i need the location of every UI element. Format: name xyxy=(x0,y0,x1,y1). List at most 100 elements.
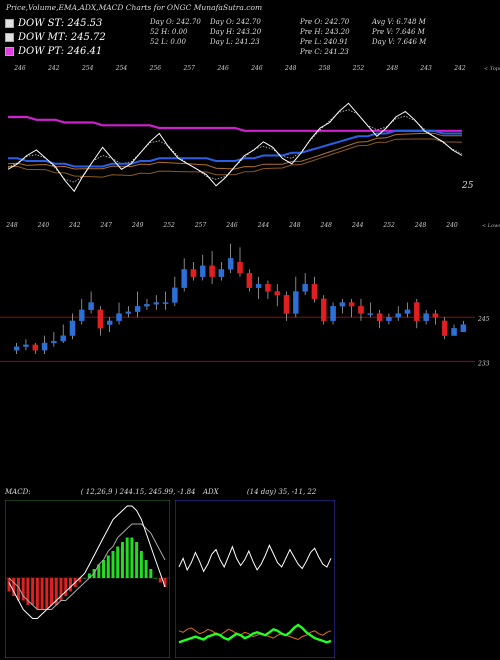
candle-body xyxy=(451,328,457,336)
stat-pre-high: Pre H: 243.20 xyxy=(300,28,350,36)
candle-body xyxy=(23,344,29,347)
adx-line xyxy=(178,623,332,644)
candle-body xyxy=(237,261,243,274)
macd-histogram-bar xyxy=(116,546,120,578)
legend-dow-st: DOW ST: 245.53 xyxy=(5,18,102,29)
macd-histogram-bar xyxy=(135,542,139,578)
candle-body xyxy=(339,302,346,307)
ema-top-tick-label: 252 xyxy=(352,65,365,72)
ema-top-tick-label: 243 xyxy=(419,65,432,72)
stat-day-open: Day O: 242.70 xyxy=(150,18,201,26)
candle-top-tick-label: 240 xyxy=(445,222,458,229)
macd-label: MACD: xyxy=(5,488,31,496)
candle-body xyxy=(293,291,299,314)
stat-52-high: 52 H: 0.00 xyxy=(150,28,188,36)
candle-body xyxy=(227,258,234,270)
candle-top-tick-label: 249 xyxy=(131,222,144,229)
macd-histogram-bar xyxy=(68,578,72,592)
macd-histogram-bar xyxy=(26,578,30,605)
macd-marks xyxy=(5,505,170,619)
candle-body xyxy=(432,313,439,318)
candle-body xyxy=(218,269,225,277)
adx-minus-di-line xyxy=(178,627,332,641)
candle-right-note: < Lows xyxy=(482,223,500,229)
legend-dow-mt: DOW MT: 245.72 xyxy=(5,32,106,43)
candle-body xyxy=(358,306,364,314)
macd-histogram-bar xyxy=(158,578,162,583)
adx-frame xyxy=(175,500,335,658)
candle-top-tick-label: 248 xyxy=(288,222,301,229)
ema-side-label: 25 xyxy=(461,181,474,191)
macd-histogram-bar xyxy=(54,578,58,605)
ema-top-tick-label: 258 xyxy=(318,65,331,72)
candle-body xyxy=(51,340,57,344)
ema-right-note: < Tops xyxy=(484,66,500,72)
candle-panel: 245 233 248 240 242 247 249 252 257 246 244 248 248 2… xyxy=(0,222,500,367)
candle-body xyxy=(181,269,187,288)
macd-histogram-bar xyxy=(21,578,25,601)
candle-body xyxy=(386,317,392,322)
ema-top-tick-label: 246 xyxy=(216,65,229,72)
ema-top-tick-label: 256 xyxy=(149,65,162,72)
ema-line-dotted xyxy=(7,109,463,183)
macd-signal-line xyxy=(8,523,166,610)
legend-label-pt: DOW PT: 246.41 xyxy=(18,46,103,57)
stat-day-open-dup: Day O: 242.70 xyxy=(210,18,261,26)
candle-body xyxy=(13,346,20,351)
candle-body xyxy=(190,269,197,277)
candle-body xyxy=(246,272,253,288)
candle-body xyxy=(348,302,355,307)
ema-top-tick-label: 242 xyxy=(453,65,466,72)
macd-histogram-bar xyxy=(139,551,143,578)
ema-top-tick-label: 257 xyxy=(183,65,196,72)
candle-body xyxy=(60,335,66,342)
macd-histogram-bar xyxy=(120,542,124,578)
stat-pre-vol: Pre V: 7.646 M xyxy=(372,28,425,36)
ema-line-blue xyxy=(8,129,462,168)
stat-day-low-dup: Day L: 241.23 xyxy=(210,38,260,46)
candle-top-tick-label: 252 xyxy=(162,222,175,229)
stat-pre-close: Pre C: 241.23 xyxy=(300,48,349,56)
adx-values: (14 day) 35, -11, 22 xyxy=(246,488,317,496)
macd-histogram-bar xyxy=(154,578,158,579)
adx-plus-di-line xyxy=(178,544,332,573)
macd-histogram-bar xyxy=(40,578,44,610)
candle-body xyxy=(376,313,383,322)
candle-body xyxy=(255,283,262,288)
candle-body xyxy=(200,265,206,277)
candle-body xyxy=(330,306,336,322)
macd-histogram-bar xyxy=(59,578,63,601)
macd-histogram-bar xyxy=(125,537,129,578)
candle-body xyxy=(414,302,420,322)
legend-swatch-mt xyxy=(5,33,14,42)
stat-pre-low: Pre L: 240.91 xyxy=(300,38,349,46)
adx-marks xyxy=(178,544,332,644)
candle-top-tick-label: 242 xyxy=(68,222,81,229)
macd-histogram-bar xyxy=(7,578,11,592)
stat-day-vol: Day V: 7.646 M xyxy=(372,38,427,46)
candle-top-tick-label: 248 xyxy=(414,222,427,229)
ema-top-tick-label: 254 xyxy=(115,65,128,72)
candle-body xyxy=(423,313,429,322)
candle-body xyxy=(97,309,104,329)
candle-body xyxy=(41,342,48,351)
level-label: 233 xyxy=(477,360,490,367)
candle-top-tick-label: 244 xyxy=(351,222,364,229)
legend-label-mt: DOW MT: 245.72 xyxy=(18,32,106,43)
ema-top-tick-label: 246 xyxy=(13,65,26,72)
candle-body xyxy=(209,265,215,277)
candle-top-tick-label: 252 xyxy=(382,222,395,229)
candle-body xyxy=(460,324,467,333)
ema-panel: 246 242 254 254 256 257 246 246 248 258 252 248 243 2… xyxy=(7,65,500,193)
adx-header: ADX (14 day) 35, -11, 22 xyxy=(203,488,316,496)
candle-top-tick-label: 248 xyxy=(5,222,18,229)
candle-top-tick-label: 246 xyxy=(225,222,238,229)
macd-histogram-bar xyxy=(50,578,54,605)
stat-avg-vol: Avg V: 6.748 M xyxy=(372,18,426,26)
candle-top-tick-label: 257 xyxy=(194,222,207,229)
macd-histogram-bar xyxy=(16,578,20,601)
candle-body xyxy=(274,291,280,296)
stat-pre-open: Pre O: 242.70 xyxy=(300,18,350,26)
candle-top-tick-label: 240 xyxy=(37,222,50,229)
